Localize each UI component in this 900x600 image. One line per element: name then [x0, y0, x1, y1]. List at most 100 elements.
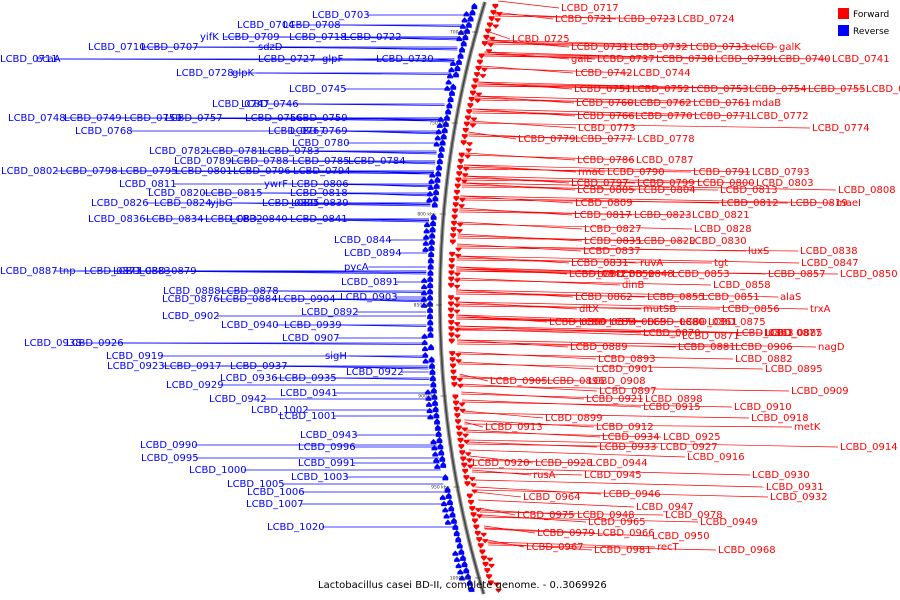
- legend: Forward Reverse: [838, 8, 890, 37]
- forward-gene-label: recT: [657, 542, 680, 553]
- reverse-feature-arrow: [430, 219, 436, 227]
- reverse-gene-label: LCBD_0782: [149, 146, 207, 157]
- forward-leader-line: [457, 343, 734, 348]
- forward-gene-label: LCBD_0895: [765, 364, 823, 375]
- reverse-gene-label: LCBD_0750: [124, 113, 182, 124]
- forward-feature-arrow: [453, 196, 460, 202]
- forward-feature-arrow: [448, 313, 454, 320]
- reverse-gene-label: LCBD_0757: [165, 113, 223, 124]
- forward-feature-arrow: [449, 357, 456, 363]
- reverse-feature-arrow: [433, 188, 439, 196]
- legend-reverse-swatch: [838, 25, 849, 36]
- reverse-gene-label: pycA: [344, 262, 369, 273]
- forward-gene-label: LCBD_0753: [691, 84, 749, 95]
- reverse-feature-arrow: [421, 296, 427, 302]
- reverse-leader-line: [282, 46, 458, 51]
- reverse-feature-arrow: [469, 8, 476, 16]
- forward-leader-line: [469, 459, 589, 464]
- reverse-leader-line: [295, 103, 445, 106]
- reverse-gene-label: ecaA: [36, 54, 61, 65]
- forward-feature-arrow: [461, 134, 468, 140]
- reverse-gene-label: LCBD_0840: [230, 214, 288, 225]
- forward-leader-line: [488, 544, 717, 551]
- forward-gene-label: metK: [794, 422, 821, 433]
- forward-feature-arrow: [496, 12, 503, 17]
- reverse-gene-label: LCBD_0996: [298, 442, 356, 453]
- reverse-feature-arrow: [440, 132, 447, 140]
- reverse-feature-arrow: [434, 418, 440, 425]
- reverse-leader-line: [256, 72, 452, 75]
- forward-feature-arrow: [448, 295, 454, 301]
- forward-gene-label: LCBD_0803: [756, 178, 814, 189]
- reverse-feature-arrow: [441, 500, 447, 507]
- forward-leader-line: [456, 303, 642, 310]
- reverse-leader-line: [120, 342, 428, 345]
- forward-gene-label: LCBD_0770: [635, 111, 693, 122]
- forward-feature-arrow: [459, 402, 465, 408]
- forward-gene-label: LCBD_0874: [579, 317, 637, 328]
- reverse-gene-label: LCBD_0917: [164, 361, 222, 372]
- reverse-gene-label: yjbG: [210, 198, 233, 209]
- forward-feature-arrow: [477, 59, 483, 66]
- forward-gene-label: LCBD_0920: [472, 458, 530, 469]
- forward-gene-label: LCBD_0946: [603, 489, 661, 500]
- forward-feature-arrow: [479, 549, 486, 555]
- forward-feature-arrow: [475, 65, 482, 72]
- forward-gene-label: LCBD_0882: [735, 354, 793, 365]
- reverse-gene-label: LCBD_0759: [290, 113, 348, 124]
- genome-caption: Lactobacillus casei BD-II, complete geno…: [318, 580, 607, 591]
- forward-gene-label: LCBD_0819: [790, 198, 848, 209]
- forward-feature-arrow: [448, 326, 455, 332]
- forward-gene-label: LCBD_0949: [700, 517, 758, 528]
- reverse-gene-label: LCBD_0802: [1, 166, 59, 177]
- forward-gene-label: LCBD_0967: [526, 542, 584, 553]
- forward-feature-arrow: [450, 363, 456, 369]
- reverse-feature-arrow: [445, 108, 452, 115]
- forward-gene-label: LCBD_0725: [512, 34, 570, 45]
- reverse-leader-line: [234, 202, 431, 207]
- forward-feature-arrow: [465, 115, 471, 121]
- reverse-feature-arrow: [428, 178, 435, 184]
- forward-feature-arrow: [455, 419, 461, 425]
- forward-feature-arrow: [448, 338, 455, 345]
- forward-gene-label: LCBD_0738: [656, 54, 714, 65]
- reverse-feature-arrow: [436, 157, 443, 165]
- forward-feature-arrow: [461, 427, 468, 432]
- tick-label: 750 kbp: [429, 121, 447, 127]
- forward-gene-label: LCBD_0931: [766, 482, 824, 493]
- forward-feature-arrow: [482, 539, 489, 544]
- forward-feature-arrow: [457, 437, 464, 444]
- forward-gene-label: LCBD_0739: [715, 54, 773, 65]
- reverse-gene-label: LCBD_0748: [8, 113, 66, 124]
- reverse-feature-arrow: [454, 64, 461, 72]
- reverse-feature-arrow: [430, 213, 437, 220]
- forward-feature-arrow: [469, 123, 476, 129]
- tick-label: 950 kbp: [431, 485, 449, 491]
- forward-gene-label: LCBD_0837: [583, 246, 641, 257]
- forward-leader-line: [456, 243, 582, 252]
- reverse-feature-arrow: [421, 277, 428, 283]
- reverse-feature-arrow: [458, 29, 464, 35]
- forward-gene-label: LCBD_0915: [643, 402, 701, 413]
- forward-gene-label: tgt: [714, 258, 728, 269]
- reverse-gene-label: LCBD_0826: [91, 198, 149, 209]
- forward-leader-line: [481, 516, 699, 523]
- forward-gene-label: LCBD_0898: [645, 394, 703, 405]
- forward-feature-arrow: [454, 183, 461, 190]
- forward-gene-label: LCBD_0881: [678, 342, 736, 353]
- reverse-feature-arrow: [427, 312, 433, 320]
- forward-feature-arrow: [449, 239, 456, 245]
- forward-gene-label: LCBD_0809: [575, 198, 633, 209]
- forward-feature-arrow: [463, 475, 470, 481]
- reverse-feature-arrow: [452, 550, 459, 556]
- forward-gene-label: LCBD_0800: [697, 178, 755, 189]
- forward-gene-label: celCD: [745, 42, 774, 53]
- forward-feature-arrow: [470, 483, 477, 488]
- reverse-feature-arrow: [427, 331, 434, 338]
- reverse-gene-label: LCBD_0832: [205, 214, 263, 225]
- reverse-feature-arrow: [463, 566, 470, 574]
- forward-feature-arrow: [448, 307, 454, 314]
- forward-gene-label: LCBD_0912: [596, 422, 654, 433]
- reverse-gene-label: LCBD_0794: [293, 166, 351, 177]
